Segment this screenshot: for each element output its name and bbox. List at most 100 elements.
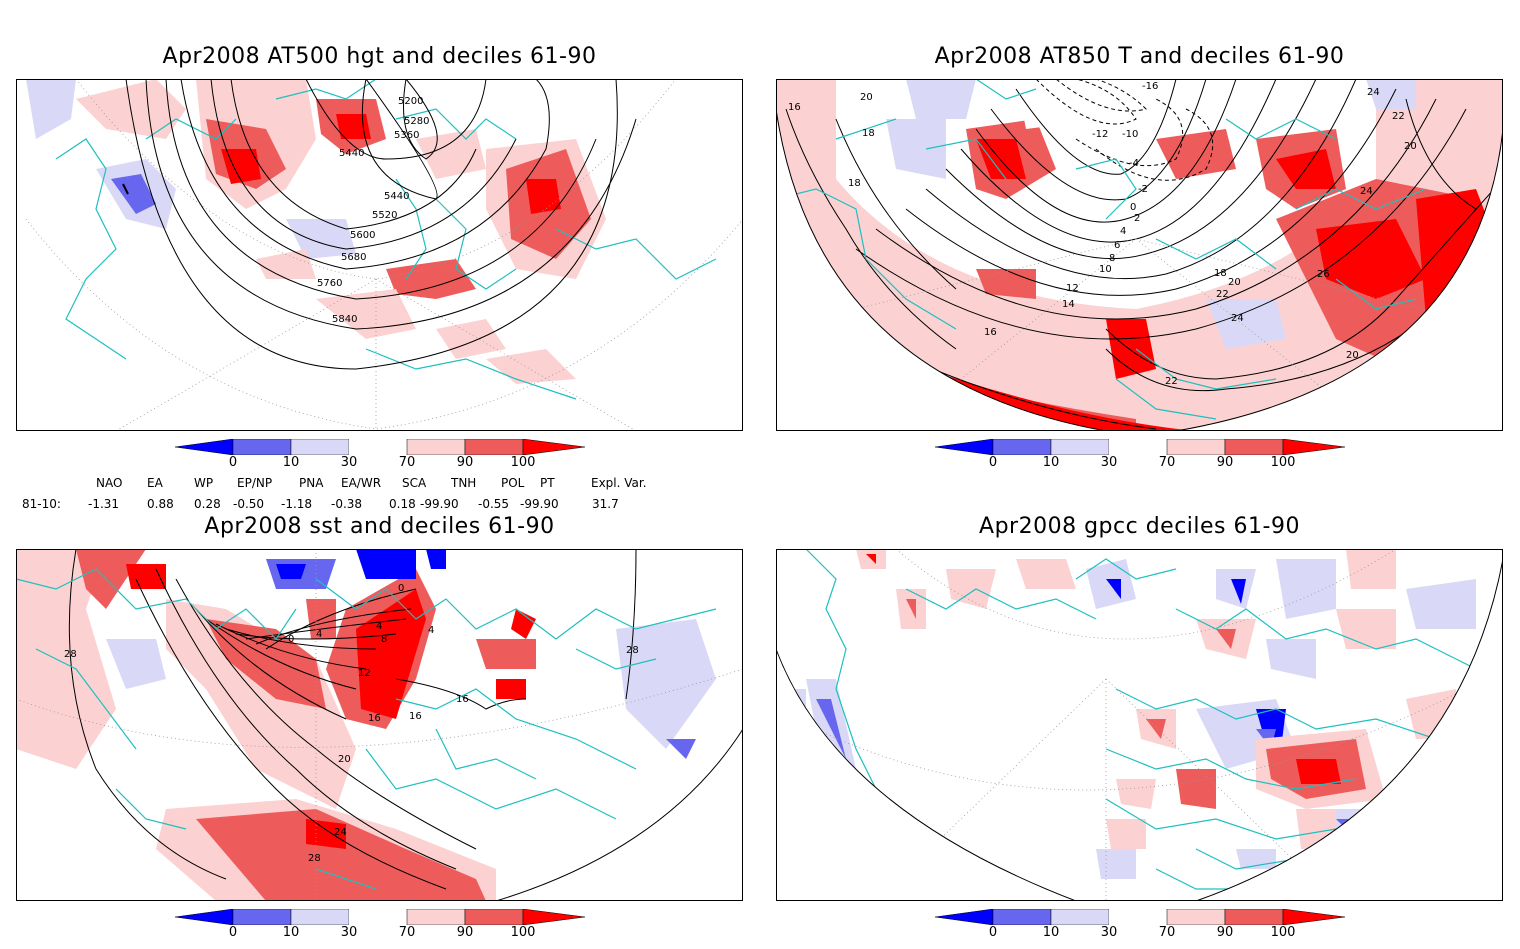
contour-label: 5440 xyxy=(339,148,364,159)
contour-label: 20 xyxy=(1404,141,1417,152)
map-sst: 0 0 4 4 4 8 12 16 16 16 20 24 28 28 28 xyxy=(16,549,743,901)
contour-label: 18 xyxy=(1214,268,1227,279)
contour-label: 8 xyxy=(1109,253,1115,264)
contour-label: -4 xyxy=(1129,158,1139,169)
map-panel-sst: 0 0 4 4 4 8 12 16 16 16 20 24 28 28 28 xyxy=(16,549,743,901)
contour-label: 4 xyxy=(376,621,382,632)
index-value: -0.38 xyxy=(331,497,363,511)
contour-label: 28 xyxy=(64,649,77,660)
colorbar-tick: 90 xyxy=(456,925,474,940)
contour-label: 5520 xyxy=(372,210,397,221)
map-t850: -16 -12 -10 -4 -2 0 2 4 6 8 10 12 14 16 … xyxy=(776,79,1503,431)
map-panel-gpcc xyxy=(776,549,1503,901)
contour-label: 16 xyxy=(409,711,422,722)
map-frame xyxy=(776,549,1503,901)
panel-title-gpcc: Apr2008 gpcc deciles 61-90 xyxy=(979,514,1300,539)
contour-label: 20 xyxy=(860,92,873,103)
contour-label: -2 xyxy=(1138,184,1148,195)
index-value: -99.90 xyxy=(520,497,559,511)
contour-labels-sst: 0 0 4 4 4 8 12 16 16 16 20 24 28 28 28 xyxy=(64,583,639,864)
colorbar-tick: 90 xyxy=(1216,455,1234,470)
colorbar-tick: 10 xyxy=(282,455,300,470)
contour-label: 22 xyxy=(1392,111,1405,122)
colorbar-swatches xyxy=(175,909,585,925)
colorbar-tick: 100 xyxy=(510,925,536,940)
colorbar-tick: 90 xyxy=(456,455,474,470)
index-row-label: 81-10: xyxy=(22,497,61,511)
panel-title-sst: Apr2008 sst and deciles 61-90 xyxy=(204,514,555,539)
colorbar-swatches xyxy=(175,439,585,455)
contour-label: 4 xyxy=(428,625,434,636)
map-frame xyxy=(16,79,743,431)
index-header: TNH xyxy=(451,476,477,490)
contour-label: 16 xyxy=(456,694,469,705)
contour-label: 0 xyxy=(1130,202,1136,213)
index-value: 31.7 xyxy=(592,497,619,511)
colorbar-tick: 100 xyxy=(510,455,536,470)
index-header: SCA xyxy=(402,476,427,490)
contour-label: 16 xyxy=(984,327,997,338)
index-value: -0.55 xyxy=(478,497,510,511)
contour-label: 5680 xyxy=(341,252,366,263)
colorbar-tick: 30 xyxy=(1100,925,1118,940)
index-value: -99.90 xyxy=(420,497,459,511)
colorbar-tick: 30 xyxy=(340,925,358,940)
index-value: 0.28 xyxy=(194,497,221,511)
colorbar-bottom-left: 0 10 30 70 90 100 xyxy=(175,909,585,949)
contour-label: 20 xyxy=(1228,277,1241,288)
contour-label: 5760 xyxy=(317,278,342,289)
colorbar-bottom-right: 0 10 30 70 90 100 xyxy=(935,909,1345,949)
panel-title-hgt500: Apr2008 AT500 hgt and deciles 61-90 xyxy=(162,44,597,69)
contour-label: 5200 xyxy=(398,96,423,107)
map-frame xyxy=(16,549,743,901)
contour-label: -10 xyxy=(1122,129,1138,140)
contour-label: 12 xyxy=(358,668,371,679)
contour-label: 16 xyxy=(368,713,381,724)
contour-label: 24 xyxy=(1367,87,1380,98)
contour-label: 14 xyxy=(1062,299,1075,310)
contour-label: 22 xyxy=(1216,289,1229,300)
contour-label: 24 xyxy=(1360,186,1373,197)
contour-label: 18 xyxy=(848,178,861,189)
colorbar-tick: 0 xyxy=(228,925,238,940)
index-value: 0.88 xyxy=(147,497,174,511)
colorbar-tick: 70 xyxy=(398,925,416,940)
colorbar-tick: 70 xyxy=(1158,455,1176,470)
colorbar-tick: 30 xyxy=(1100,455,1118,470)
index-value: -1.31 xyxy=(88,497,120,511)
index-header: PNA xyxy=(299,476,324,490)
contour-label: 0 xyxy=(398,583,404,594)
colorbar-tick: 90 xyxy=(1216,925,1234,940)
contour-labels-t850: -16 -12 -10 -4 -2 0 2 4 6 8 10 12 14 16 … xyxy=(788,81,1417,387)
index-header: EP/NP xyxy=(237,476,273,490)
map-frame xyxy=(776,79,1503,431)
colorbar-tick: 10 xyxy=(282,925,300,940)
contour-label: 2 xyxy=(1134,213,1140,224)
index-header: EA xyxy=(147,476,163,490)
colorbar-tick: 10 xyxy=(1042,455,1060,470)
contour-label: 5840 xyxy=(332,314,357,325)
contour-label: -12 xyxy=(1092,129,1108,140)
contour-label: 5600 xyxy=(350,230,375,241)
colorbar-tick: 70 xyxy=(398,455,416,470)
map-hgt500: 5200 5280 5360 5440 5440 5520 5600 5680 … xyxy=(25,79,743,431)
contour-label: 24 xyxy=(334,827,347,838)
index-value: 0.18 xyxy=(389,497,416,511)
index-header: NAO xyxy=(96,476,123,490)
contour-label: 20 xyxy=(1346,350,1359,361)
index-value: -1.18 xyxy=(281,497,313,511)
contour-label: 16 xyxy=(788,102,801,113)
contour-label: 4 xyxy=(1120,226,1126,237)
contour-label: -16 xyxy=(1142,81,1158,92)
contour-label: 8 xyxy=(381,634,387,645)
index-header: WP xyxy=(194,476,214,490)
contour-label: 22 xyxy=(1165,376,1178,387)
index-header: PT xyxy=(540,476,555,490)
index-header: POL xyxy=(501,476,525,490)
index-header: Expl. Var. xyxy=(591,476,647,490)
panel-title-t850: Apr2008 AT850 T and deciles 61-90 xyxy=(934,44,1345,69)
map-panel-hgt500: 5200 5280 5360 5440 5440 5520 5600 5680 … xyxy=(16,79,743,431)
colorbar-top-left: 0 10 30 70 90 100 xyxy=(175,439,585,479)
map-panel-t850: -16 -12 -10 -4 -2 0 2 4 6 8 10 12 14 16 … xyxy=(776,79,1503,431)
colorbar-swatches xyxy=(935,909,1345,925)
